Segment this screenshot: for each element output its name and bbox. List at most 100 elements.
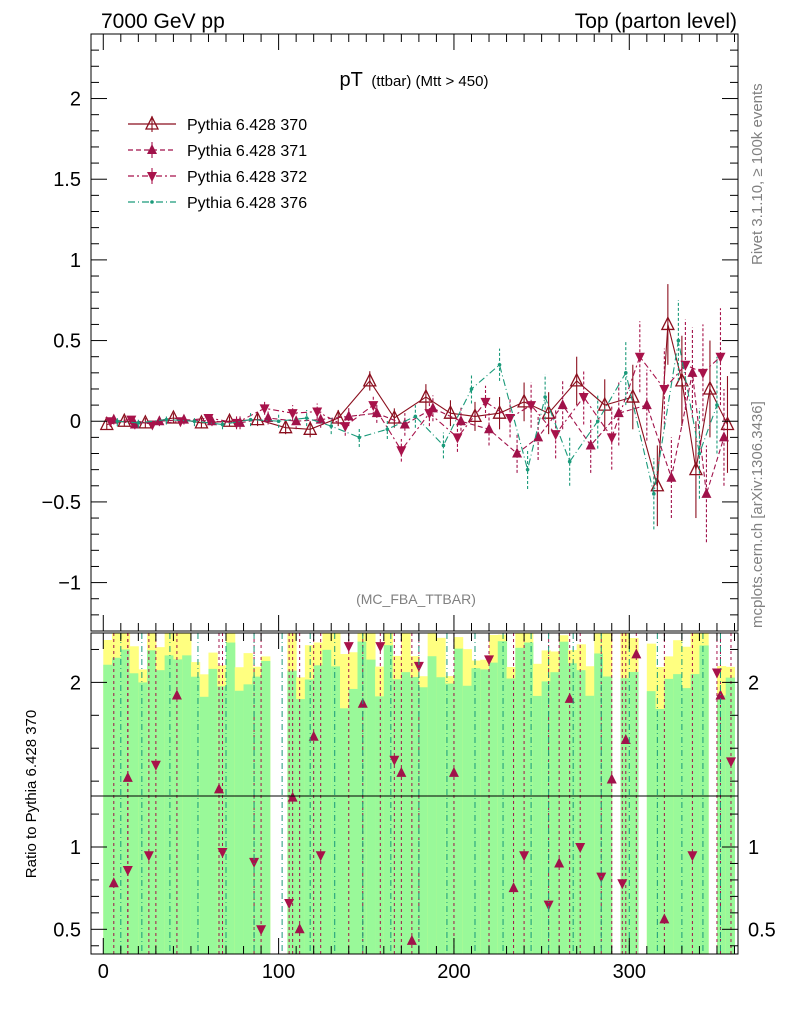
data-point [126,415,137,426]
ratio-y-tick-label: 2 [70,672,81,694]
data-point [480,397,491,408]
data-point [585,439,596,450]
y-tick-label: −1 [58,573,81,595]
ratio-point [508,882,519,893]
band-green [576,670,586,954]
main-panel: −1 −0.5 0 0.5 1 1.5 2 [42,33,739,632]
data-point [166,409,181,424]
ratio-series-376 [120,633,721,954]
data-point [715,403,719,407]
band-green [629,671,639,954]
band-green [331,666,341,954]
data-point [634,352,645,363]
data-point [525,467,530,472]
x-tick-label: 300 [613,961,646,983]
data-point [517,393,532,408]
ratio-point [294,923,305,934]
band-green [217,686,227,954]
band-green [567,663,578,954]
band-green [366,659,376,954]
ratio-point [213,783,224,794]
band-green [182,655,192,954]
band-green [313,665,323,954]
ratio-frame [90,632,739,955]
data-point [613,407,624,418]
data-point [164,417,169,422]
legend-marker [144,115,160,130]
data-point [606,433,617,444]
band-green [199,696,209,954]
band-green [138,682,148,954]
ratio-point [596,872,607,883]
band-green [208,668,218,954]
data-point [315,413,326,424]
ratio-point [217,847,228,858]
data-point [248,417,253,422]
ratio-point [620,734,631,744]
band-green [664,678,674,954]
legend-marker [147,172,157,182]
band-green [620,678,630,954]
band-green [602,676,613,954]
data-point [512,447,523,458]
ratio-point [396,766,407,777]
band-green [348,688,359,954]
y-tick-label: 0.5 [53,331,81,353]
ratio-series-2 [122,633,736,954]
series-line [117,340,718,495]
data-point [484,423,495,434]
data-point [312,407,323,418]
data-point [387,409,402,424]
y-tick-label: −0.5 [42,492,81,514]
band-green [226,642,236,954]
band-green [383,645,394,954]
data-point [497,362,502,367]
y-tick-label: 1 [70,250,81,272]
ratio-point [249,857,260,868]
band-green [725,677,735,954]
band-green [112,657,122,954]
ratio-point [687,851,698,862]
mcplots-citation-text: mcplots.cern.ch [arXiv:1306.3436] [749,401,766,628]
ratio-y-tick-label-right: 0.5 [748,919,776,941]
ratio-point [484,655,495,666]
data-point [291,415,302,426]
series-line [106,324,728,486]
band-green [559,641,569,954]
data-point [697,451,702,456]
legend-marker [150,200,154,204]
data-point [718,431,729,442]
data-point [147,420,158,431]
x-tick-label: 0 [98,961,109,983]
legend-label: Pythia 6.428 372 [187,169,307,186]
ratio-point [284,898,295,909]
data-point [697,368,708,379]
band-green [427,656,437,954]
data-point [115,419,120,424]
band-green [489,662,499,954]
ratio-point [659,913,670,924]
data-point [357,435,362,440]
ratio-panel: 0.5 0.5 1 1 2 2 0 100 200 300 [53,632,776,983]
ratio-point [406,934,417,945]
data-point [105,417,116,428]
legend-label: Pythia 6.428 371 [187,143,307,160]
data-point [578,393,589,404]
ratio-point [617,879,628,890]
data-point [385,427,390,432]
data-point [203,414,214,425]
ratio-point [256,925,267,936]
data-point [343,410,354,421]
data-point [543,395,547,399]
ratio-point [519,851,530,862]
ratio-point [171,689,182,700]
band-green [120,649,131,954]
band-green [497,641,508,954]
ratio-point [122,866,133,877]
legend-marker [147,144,157,154]
ratio-point [150,760,161,771]
data-point [676,338,681,343]
band-green [673,674,683,954]
data-point [192,419,197,424]
